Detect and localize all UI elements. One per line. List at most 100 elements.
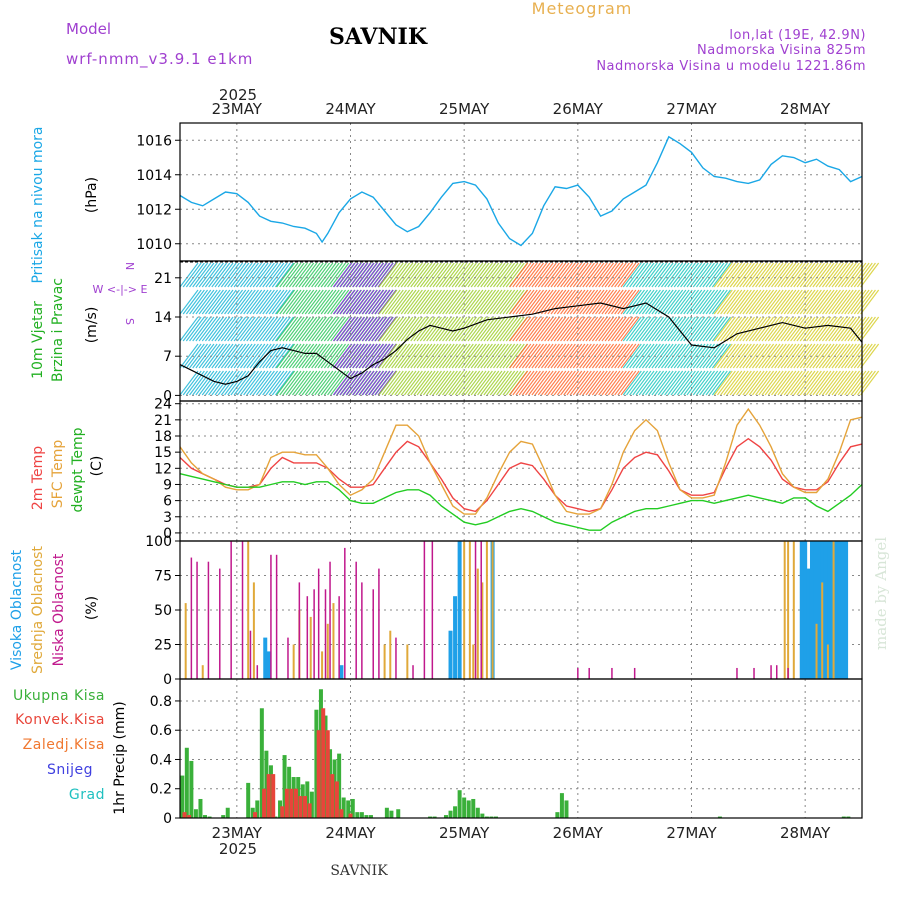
wind-barb bbox=[641, 262, 661, 288]
wind-barb bbox=[499, 316, 519, 342]
wind-barb bbox=[288, 289, 308, 315]
wind-barb bbox=[569, 370, 589, 396]
wind-barb bbox=[825, 370, 845, 396]
wind-barb bbox=[521, 343, 541, 369]
wind-barb bbox=[828, 370, 848, 396]
cloud-bar bbox=[326, 623, 329, 679]
wind-barb bbox=[355, 343, 375, 369]
wind-barb bbox=[540, 316, 560, 342]
precip-bar bbox=[289, 788, 294, 818]
model-label: Model bbox=[66, 20, 111, 38]
wind-barb bbox=[815, 289, 835, 315]
wind-barb bbox=[381, 316, 401, 342]
tick-label: 18 bbox=[154, 429, 172, 445]
wind-barb bbox=[282, 370, 302, 396]
wind-barb bbox=[841, 262, 861, 288]
wind-barb bbox=[361, 343, 381, 369]
wind-barb bbox=[626, 316, 645, 342]
wind-barb bbox=[464, 262, 484, 288]
wind-barb bbox=[422, 289, 442, 315]
wind-barb bbox=[198, 370, 218, 396]
wind-barb bbox=[473, 370, 493, 396]
wind-barb bbox=[493, 262, 512, 288]
wind-barb bbox=[739, 262, 759, 288]
wind-barb bbox=[610, 316, 630, 342]
wind-barb bbox=[265, 316, 285, 342]
wind-barb bbox=[432, 343, 452, 369]
precip-bar bbox=[268, 765, 273, 818]
wind-barb bbox=[796, 316, 816, 342]
wind-barb bbox=[831, 316, 851, 342]
wind-barb bbox=[377, 370, 397, 396]
wind-barb bbox=[799, 343, 819, 369]
wind-barb bbox=[767, 289, 787, 315]
wind-barb bbox=[716, 262, 736, 288]
wind-barb bbox=[195, 316, 215, 342]
wind-barb bbox=[364, 262, 384, 288]
wind-barb bbox=[276, 370, 296, 396]
wind-barb bbox=[607, 343, 627, 369]
wind-barb bbox=[604, 370, 624, 396]
wind-barb bbox=[271, 370, 291, 396]
wind-barb bbox=[470, 262, 490, 288]
day-label-bottom: 26MAY bbox=[553, 824, 604, 842]
wind-barb bbox=[726, 370, 746, 396]
wind-barb bbox=[591, 316, 611, 342]
wind-barb bbox=[553, 289, 573, 315]
precip-bar bbox=[428, 816, 433, 818]
wind-barb bbox=[696, 262, 715, 288]
tick-label: 14 bbox=[154, 310, 172, 326]
precip-bar bbox=[182, 812, 187, 818]
wind-barb bbox=[793, 370, 813, 396]
wind-barb bbox=[236, 262, 256, 288]
tick-label: 75 bbox=[154, 569, 172, 585]
tick-label: 1014 bbox=[136, 168, 172, 184]
wind-barb bbox=[729, 370, 749, 396]
wind-barb bbox=[320, 370, 340, 396]
wind-barb bbox=[179, 316, 199, 342]
wind-barb bbox=[635, 289, 655, 315]
wind-barb bbox=[764, 370, 784, 396]
wind-barb bbox=[179, 262, 199, 288]
wind-barb bbox=[525, 316, 545, 342]
wind-barb bbox=[342, 262, 362, 288]
day-label-top: 25MAY bbox=[439, 100, 490, 118]
wind-barb bbox=[720, 262, 740, 288]
wind-barb bbox=[198, 343, 218, 369]
wind-barb bbox=[847, 316, 867, 342]
wind-barb bbox=[304, 370, 324, 396]
wind-barb bbox=[525, 370, 545, 396]
temp-unit: (C) bbox=[89, 456, 105, 477]
coords-label: lon,lat (19E, 42.9N) bbox=[729, 28, 866, 43]
wind-barb bbox=[837, 316, 857, 342]
wind-barb bbox=[246, 343, 266, 369]
wind-barb bbox=[282, 289, 302, 315]
wind-barb bbox=[512, 262, 532, 288]
wind-barb bbox=[748, 370, 768, 396]
wind-barb bbox=[758, 370, 778, 396]
wind-barb bbox=[220, 289, 240, 315]
wind-barb bbox=[429, 316, 449, 342]
wind-barb bbox=[451, 343, 471, 369]
wind-barb bbox=[834, 343, 854, 369]
wind-barb bbox=[371, 370, 391, 396]
wind-barb bbox=[435, 289, 455, 315]
wind-barb bbox=[367, 316, 387, 342]
wind-barb bbox=[632, 370, 652, 396]
wind-barb bbox=[352, 262, 372, 288]
day-label-bottom: 27MAY bbox=[666, 824, 717, 842]
wind-barb bbox=[467, 289, 487, 315]
wind-barb bbox=[595, 262, 615, 288]
precip-bar bbox=[225, 807, 230, 818]
wind-barb bbox=[799, 370, 819, 396]
wind-barb bbox=[847, 289, 867, 315]
watermark: made by Angel bbox=[872, 537, 890, 650]
precip-bar bbox=[280, 806, 285, 818]
cloud-bar bbox=[830, 541, 835, 679]
wind-barb bbox=[591, 370, 611, 396]
wind-barb bbox=[525, 289, 545, 315]
wind-barb bbox=[537, 316, 557, 342]
wind-barb bbox=[400, 343, 420, 369]
wind-barb bbox=[451, 289, 471, 315]
